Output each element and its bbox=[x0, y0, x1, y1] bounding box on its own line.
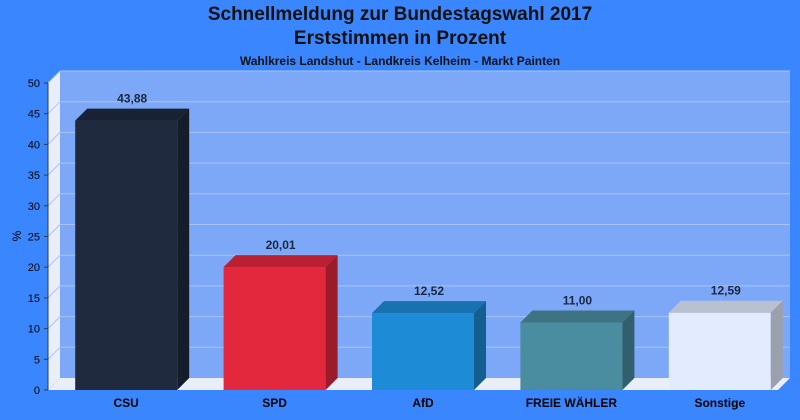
y-tick-label: 45 bbox=[28, 109, 40, 121]
bar-front bbox=[668, 312, 771, 390]
bar-freie-w-hler bbox=[520, 310, 635, 390]
bar-top bbox=[75, 108, 190, 121]
bar-csu bbox=[75, 108, 190, 391]
bar-top bbox=[520, 310, 635, 323]
bar-value-label: 12,59 bbox=[711, 284, 741, 298]
chart-title: Schnellmeldung zur Bundestagswahl 2017 bbox=[207, 4, 593, 25]
bar-side bbox=[622, 310, 635, 390]
bar-side bbox=[474, 301, 486, 390]
bar-front bbox=[372, 313, 474, 390]
bar-labels: 43,88 CSU 20,01 SPD 12,52 AfD 11,00 FREIE WÄHLE… bbox=[114, 92, 746, 410]
y-tick-label: 5 bbox=[34, 354, 40, 366]
grid-line-diag bbox=[47, 132, 61, 145]
grid-line-diag bbox=[47, 193, 61, 207]
x-tick-label: CSU bbox=[114, 396, 139, 410]
chart-title-line2: Erststimmen in Prozent bbox=[293, 28, 507, 49]
y-tick-label: 40 bbox=[28, 139, 40, 151]
y-tick-label: 35 bbox=[28, 170, 40, 182]
grid-line-diag bbox=[47, 101, 61, 115]
bar-top bbox=[223, 255, 338, 268]
x-tick-label: Sonstige bbox=[694, 396, 745, 410]
y-tick-label: 0 bbox=[34, 385, 40, 397]
bar-front bbox=[75, 120, 178, 391]
bar-front bbox=[520, 322, 623, 390]
y-axis-label: % bbox=[10, 230, 24, 241]
bar-side bbox=[770, 300, 783, 390]
y-tick-label: 10 bbox=[28, 324, 40, 336]
bar-front bbox=[223, 267, 326, 390]
bar-value-label: 43,88 bbox=[117, 92, 147, 106]
x-tick-label: AfD bbox=[412, 396, 434, 410]
y-tick-label: 15 bbox=[28, 293, 40, 305]
bar-top bbox=[372, 301, 486, 314]
grid-line-diag bbox=[47, 285, 61, 299]
bar-value-label: 20,01 bbox=[266, 238, 296, 252]
y-axis: 0 5 10 15 20 25 30 35 40 45 50 bbox=[28, 78, 49, 397]
grid-line-diag bbox=[47, 70, 61, 84]
bar-spd bbox=[223, 255, 338, 390]
bar-value-label: 12,52 bbox=[414, 284, 444, 298]
bar-afd bbox=[372, 301, 486, 390]
bar-sonstige bbox=[668, 300, 783, 390]
grid-line-diag bbox=[47, 316, 61, 329]
y-tick-label: 25 bbox=[28, 232, 40, 244]
y-tick-label: 20 bbox=[28, 262, 40, 274]
bar-value-label: 11,00 bbox=[563, 293, 593, 307]
grid-line-diag bbox=[47, 254, 61, 268]
bar-side bbox=[325, 255, 338, 390]
grid-line-diag bbox=[47, 162, 61, 176]
grid-line-diag bbox=[47, 224, 61, 237]
grid-line-diag bbox=[47, 346, 61, 360]
y-tick-label: 50 bbox=[28, 78, 40, 90]
bar-top bbox=[668, 300, 783, 313]
chart-subtitle: Wahlkreis Landshut - Landkreis Kelheim -… bbox=[239, 54, 561, 68]
y-tick-label: 30 bbox=[28, 201, 40, 213]
x-tick-label: FREIE WÄHLER bbox=[526, 395, 618, 410]
bars bbox=[75, 108, 783, 391]
bar-side bbox=[177, 108, 190, 391]
x-tick-label: SPD bbox=[262, 396, 287, 410]
